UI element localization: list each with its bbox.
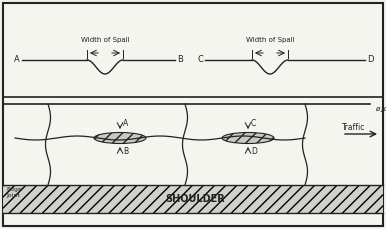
Text: D: D [251, 147, 257, 155]
Text: B: B [123, 147, 128, 155]
Text: D: D [367, 55, 374, 65]
Text: ø Joint: ø Joint [375, 106, 386, 112]
Text: SHOULDER: SHOULDER [165, 194, 225, 204]
Text: C: C [197, 55, 203, 65]
Text: C: C [251, 120, 256, 128]
Text: Traffic: Traffic [342, 123, 366, 133]
Ellipse shape [94, 133, 146, 144]
Text: Width of Spall: Width of Spall [81, 37, 129, 43]
Text: A: A [123, 120, 128, 128]
Bar [3, 185, 383, 213]
Ellipse shape [222, 133, 274, 144]
Text: Edge
Joint: Edge Joint [6, 187, 22, 198]
Text: Width of Spall: Width of Spall [245, 37, 294, 43]
Text: B: B [177, 55, 183, 65]
Text: A: A [14, 55, 20, 65]
FancyBboxPatch shape [3, 3, 383, 226]
